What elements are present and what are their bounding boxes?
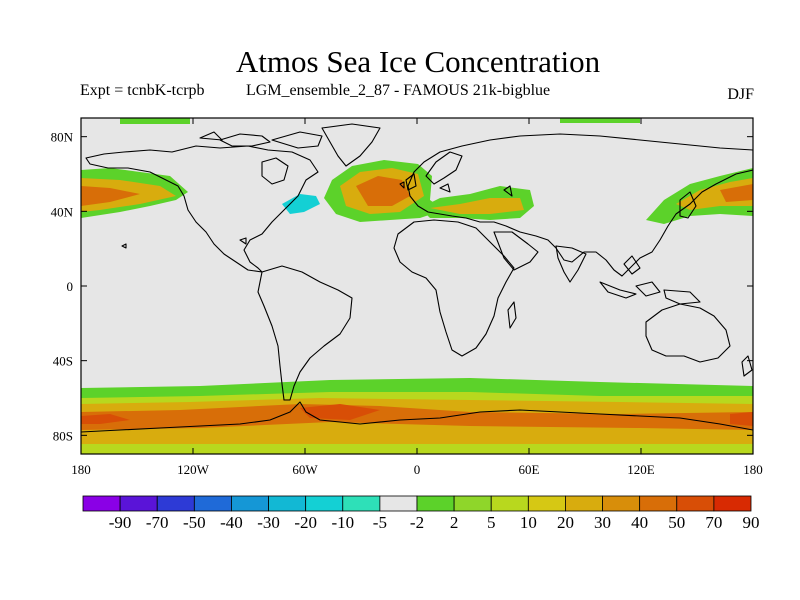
- coastline-small-islands: [121, 183, 513, 249]
- page-title: Atmos Sea Ice Concentration: [235, 44, 601, 79]
- colorbar-swatch: [305, 495, 344, 512]
- coastline-indonesia: [599, 255, 701, 305]
- continent-outlines: [81, 123, 753, 433]
- lon-label: 120E: [627, 462, 655, 477]
- colorbar-label: -20: [294, 513, 317, 532]
- colorbar-swatch: [602, 495, 641, 512]
- coastline-japan: [679, 191, 697, 219]
- longitude-labels: 180 120W 60W 0 60E 120E 180: [71, 462, 763, 477]
- colorbar-label: -30: [257, 513, 280, 532]
- coastline-antarctica: [81, 401, 753, 433]
- lon-label: 60E: [519, 462, 540, 477]
- lat-label: 80S: [53, 428, 73, 443]
- lat-label: 40N: [51, 204, 74, 219]
- colorbar-swatch: [676, 495, 715, 512]
- colorbar-labels: -90 -70 -50 -40 -30 -20 -10 -5 -2 2 5 10 20 30 40 50 70 9…: [109, 513, 760, 532]
- coastline-eurasia: [407, 133, 753, 277]
- colorbar: [82, 495, 752, 512]
- colorbar-label: 10: [520, 513, 537, 532]
- colorbar-label: 70: [705, 513, 722, 532]
- colorbar-swatch: [639, 495, 678, 512]
- coastline-north-america: [85, 145, 319, 273]
- lon-label: 120W: [177, 462, 210, 477]
- coastline-greenland: [321, 123, 381, 167]
- colorbar-label: 5: [487, 513, 496, 532]
- colorbar-label: 40: [631, 513, 648, 532]
- colorbar-swatch: [527, 495, 566, 512]
- colorbar-swatch: [268, 495, 307, 512]
- colorbar-swatch: [193, 495, 232, 512]
- field-mediterranean-core: [430, 198, 524, 214]
- coastline-africa: [393, 219, 515, 357]
- colorbar-swatch: [713, 495, 752, 512]
- field-southern-ocean-core: [81, 404, 753, 430]
- colorbar-label: 20: [557, 513, 574, 532]
- coastline-arabia: [493, 231, 539, 271]
- coastline-south-america: [257, 265, 353, 401]
- colorbar-swatch: [490, 495, 529, 512]
- colorbar-swatch: [231, 495, 269, 512]
- lon-label: 0: [414, 462, 421, 477]
- lat-label: 80N: [51, 130, 74, 145]
- field-nw-pacific-core: [676, 178, 753, 210]
- colorbar-swatch: [342, 495, 381, 512]
- coastline-hudson-bay: [261, 157, 289, 185]
- coastline-new-zealand: [741, 355, 753, 377]
- colorbar-swatch: [119, 495, 158, 512]
- field-north-pacific-max: [81, 186, 140, 206]
- colorbar-label: -5: [373, 513, 387, 532]
- coastline-scandinavia: [425, 151, 463, 185]
- season-label: DJF: [727, 86, 754, 103]
- map-frame: [80, 117, 754, 455]
- lon-label: 180: [743, 462, 763, 477]
- colorbar-label: 30: [594, 513, 611, 532]
- colorbar-label: -2: [410, 513, 424, 532]
- colorbar-label: -90: [109, 513, 132, 532]
- field-north-atlantic-core: [356, 176, 410, 206]
- colorbar-label: 50: [668, 513, 685, 532]
- field-nw-atlantic-negative: [282, 194, 320, 214]
- lat-label: 0: [67, 279, 74, 294]
- lon-label: 60W: [292, 462, 318, 477]
- map-plot-area: [80, 117, 754, 455]
- lat-label: 40S: [53, 354, 73, 369]
- colorbar-swatch: [156, 495, 195, 512]
- colorbar-label: -10: [331, 513, 354, 532]
- lon-label: 180: [71, 462, 91, 477]
- colorbar-label: 90: [743, 513, 760, 532]
- colorbar-label: -40: [220, 513, 243, 532]
- latitude-labels: 80N 40N 0 40S 80S: [51, 130, 74, 444]
- colorbar-swatch: [379, 495, 418, 512]
- sea-ice-anomaly-fields: [81, 118, 753, 454]
- coastline-india: [555, 245, 587, 283]
- coastline-arctic-islands: [199, 131, 323, 149]
- field-nw-pacific-max: [720, 184, 753, 202]
- colorbar-swatch: [416, 495, 455, 512]
- coastline-british-isles: [399, 173, 417, 191]
- coastline-australia: [645, 303, 731, 363]
- colorbar-swatch: [565, 495, 603, 512]
- experiment-label: Expt = tcnbK-tcrpb: [80, 82, 205, 99]
- colorbar-swatch: [453, 495, 492, 512]
- ensemble-label: LGM_ensemble_2_87 - FAMOUS 21k-bigblue: [246, 82, 551, 99]
- colorbar-swatch: [82, 495, 121, 512]
- colorbar-label: 2: [450, 513, 459, 532]
- coastline-madagascar: [507, 301, 517, 329]
- colorbar-label: -50: [183, 513, 206, 532]
- colorbar-label: -70: [146, 513, 169, 532]
